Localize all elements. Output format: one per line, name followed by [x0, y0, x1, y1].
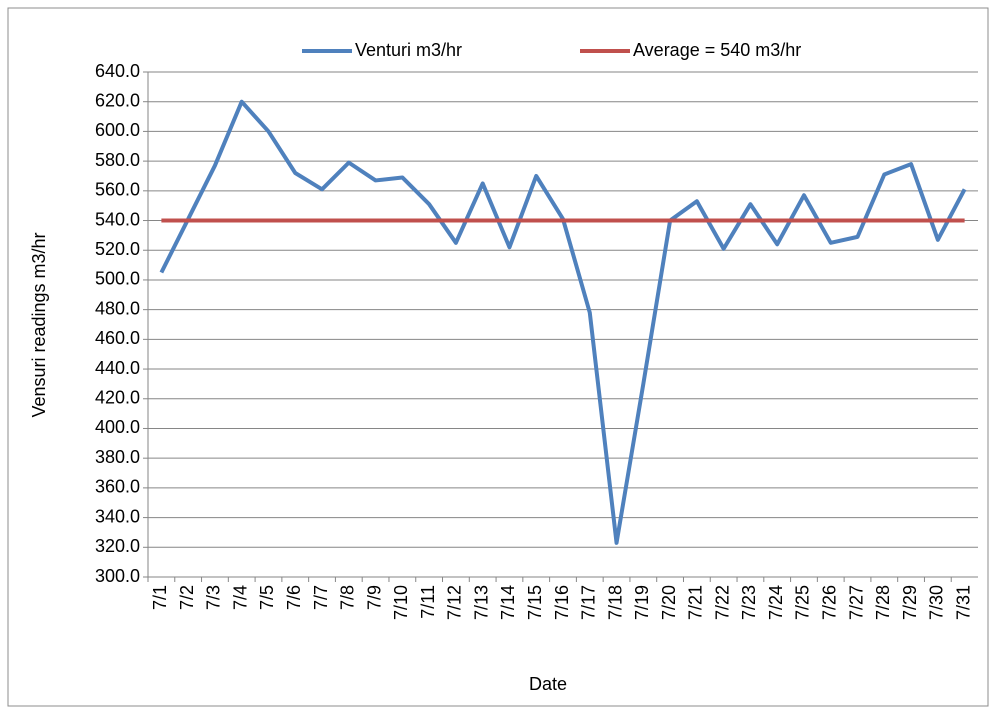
- x-tick-label: 7/20: [659, 585, 679, 620]
- x-tick-label: 7/26: [819, 585, 839, 620]
- x-tick-label: 7/2: [177, 585, 197, 610]
- y-tick-label: 500.0: [95, 269, 140, 289]
- x-tick-label: 7/21: [686, 585, 706, 620]
- chart-border: [7, 7, 989, 707]
- x-tick-label: 7/6: [284, 585, 304, 610]
- y-tick-label: 580.0: [95, 150, 140, 170]
- x-tick-label: 7/12: [445, 585, 465, 620]
- y-tick-label: 460.0: [95, 328, 140, 348]
- x-tick-label: 7/24: [766, 585, 786, 620]
- x-tick-label: 7/14: [498, 585, 518, 620]
- x-tick-label: 7/15: [525, 585, 545, 620]
- y-tick-label: 360.0: [95, 477, 140, 497]
- x-tick-label: 7/22: [712, 585, 732, 620]
- x-tick-label: 7/18: [605, 585, 625, 620]
- x-axis-label: Date: [529, 674, 567, 694]
- y-tick-label: 480.0: [95, 298, 140, 318]
- y-tick-label: 400.0: [95, 417, 140, 437]
- x-tick-label: 7/7: [311, 585, 331, 610]
- y-tick-label: 440.0: [95, 358, 140, 378]
- x-tick-label: 7/4: [230, 585, 250, 610]
- x-tick-label: 7/8: [338, 585, 358, 610]
- y-tick-label: 520.0: [95, 239, 140, 259]
- x-tick-label: 7/30: [927, 585, 947, 620]
- y-tick-label: 420.0: [95, 388, 140, 408]
- x-tick-label: 7/19: [632, 585, 652, 620]
- x-tick-label: 7/29: [900, 585, 920, 620]
- y-tick-label: 320.0: [95, 536, 140, 556]
- x-tick-label: 7/31: [953, 585, 973, 620]
- y-axis-label: Vensuri readings m3/hr: [29, 232, 49, 417]
- x-tick-label: 7/17: [579, 585, 599, 620]
- y-tick-label: 340.0: [95, 506, 140, 526]
- y-tick-label: 600.0: [95, 120, 140, 140]
- x-tick-label: 7/3: [204, 585, 224, 610]
- legend-label: Venturi m3/hr: [355, 40, 462, 60]
- x-tick-label: 7/1: [150, 585, 170, 610]
- x-tick-label: 7/27: [846, 585, 866, 620]
- y-tick-label: 300.0: [95, 566, 140, 586]
- y-tick-label: 640.0: [95, 61, 140, 81]
- y-tick-label: 620.0: [95, 90, 140, 110]
- x-tick-label: 7/13: [471, 585, 491, 620]
- x-tick-label: 7/23: [739, 585, 759, 620]
- y-tick-label: 380.0: [95, 447, 140, 467]
- x-tick-label: 7/9: [364, 585, 384, 610]
- y-tick-label: 540.0: [95, 209, 140, 229]
- y-tick-label: 560.0: [95, 180, 140, 200]
- x-tick-label: 7/25: [793, 585, 813, 620]
- x-tick-label: 7/28: [873, 585, 893, 620]
- x-tick-label: 7/10: [391, 585, 411, 620]
- x-tick-label: 7/16: [552, 585, 572, 620]
- x-tick-label: 7/11: [418, 585, 438, 619]
- x-tick-label: 7/5: [257, 585, 277, 610]
- legend-label: Average = 540 m3/hr: [633, 40, 801, 60]
